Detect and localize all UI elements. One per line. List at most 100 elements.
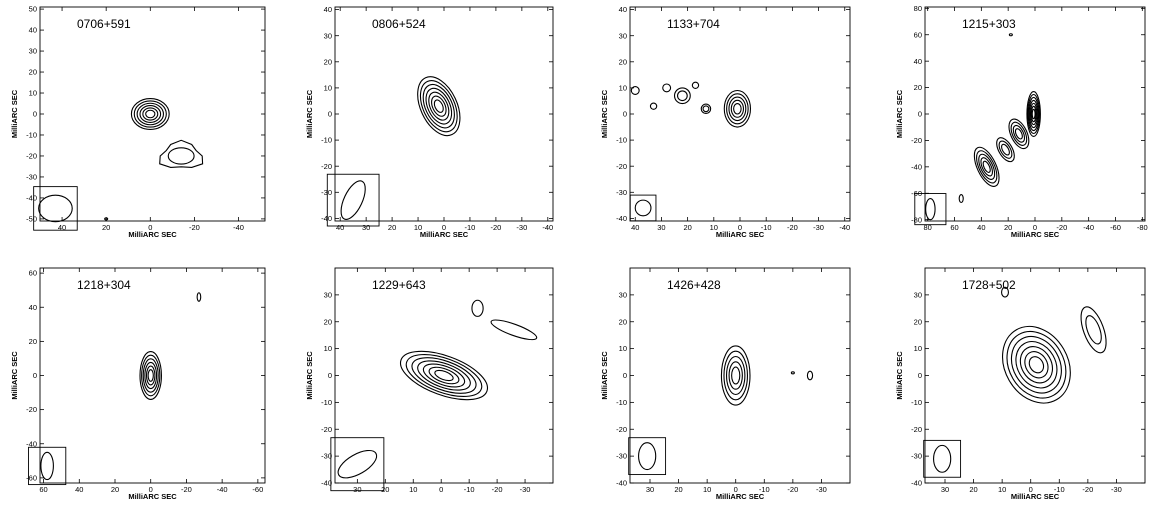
beam-box bbox=[330, 437, 385, 492]
contour-level bbox=[662, 83, 672, 93]
contour-level bbox=[1027, 93, 1041, 135]
contour-component bbox=[130, 98, 170, 130]
contour-level bbox=[417, 360, 471, 391]
y-tick-label: 0 bbox=[328, 110, 332, 119]
contour-level bbox=[702, 105, 710, 113]
contour-component bbox=[417, 76, 461, 137]
y-tick-label: -40 bbox=[26, 194, 37, 203]
x-tick-label: -20 bbox=[189, 223, 200, 232]
beam-ellipse bbox=[337, 449, 378, 479]
contour-level bbox=[471, 299, 484, 317]
y-axis-label: MilliARC SEC bbox=[895, 89, 904, 138]
y-tick-label: 40 bbox=[324, 5, 332, 14]
contour-level bbox=[1085, 315, 1102, 345]
contour-level bbox=[1019, 346, 1054, 384]
y-tick-label: -40 bbox=[911, 162, 922, 171]
contour-level bbox=[411, 357, 477, 394]
x-tick-label: 0 bbox=[439, 485, 443, 494]
y-axis-label: MilliARC SEC bbox=[305, 351, 314, 400]
x-tick-label: -80 bbox=[1137, 223, 1148, 232]
contour-component bbox=[673, 87, 691, 105]
y-tick-label: -20 bbox=[26, 405, 37, 414]
y-tick-label: 10 bbox=[619, 344, 627, 353]
contour-component bbox=[159, 139, 204, 168]
x-tick-label: -60 bbox=[252, 485, 263, 494]
contour-level bbox=[996, 137, 1015, 163]
source-name: 1133+704 bbox=[667, 17, 720, 31]
contour-component bbox=[1026, 90, 1041, 138]
contour-level bbox=[159, 139, 204, 168]
contour-component bbox=[630, 86, 640, 95]
contour-level bbox=[649, 102, 658, 110]
y-tick-label: -20 bbox=[616, 425, 627, 434]
beam-box bbox=[923, 439, 962, 478]
contour-level bbox=[1026, 90, 1041, 138]
x-tick-label: -20 bbox=[490, 223, 501, 232]
y-tick-label: 20 bbox=[324, 57, 332, 66]
contour-level bbox=[1024, 351, 1049, 379]
plot-frame bbox=[334, 6, 554, 222]
contour-level bbox=[145, 109, 156, 119]
y-tick-label: 0 bbox=[623, 110, 627, 119]
contour-level bbox=[433, 99, 444, 113]
x-tick-label: 0 bbox=[149, 485, 153, 494]
y-tick-label: 40 bbox=[619, 5, 627, 14]
panel-1229+643: 30 20 10 0 -10 -20 -30 30 20 10 0 -10 -20 -30 -40 Milli… bbox=[305, 267, 554, 494]
y-tick-label: 20 bbox=[914, 317, 922, 326]
x-tick-label: 40 bbox=[58, 223, 66, 232]
contour-level bbox=[1014, 128, 1023, 140]
x-tick-label: 40 bbox=[336, 223, 344, 232]
source-name: 0706+591 bbox=[77, 17, 131, 31]
contour-level bbox=[958, 194, 964, 204]
beam-ellipse bbox=[38, 194, 73, 223]
y-tick-label: 0 bbox=[918, 110, 922, 119]
contour-component bbox=[720, 345, 751, 406]
contour-component bbox=[471, 299, 484, 317]
contour-level bbox=[1010, 335, 1062, 394]
x-tick-label: 0 bbox=[1029, 485, 1033, 494]
x-tick-label: 10 bbox=[409, 485, 417, 494]
y-tick-label: -20 bbox=[321, 425, 332, 434]
y-tick-label: 30 bbox=[914, 290, 922, 299]
contour-speck bbox=[1008, 33, 1013, 37]
x-tick-label: 10 bbox=[414, 223, 422, 232]
contour-level bbox=[980, 157, 993, 177]
y-tick-label: -40 bbox=[321, 479, 332, 488]
contour-level bbox=[691, 81, 700, 89]
panel-1133+704: 40 30 20 10 0 -10 -20 -30 -40 40 30 20 10 0 -10 -20 -30 -… bbox=[600, 5, 851, 239]
x-tick-label: 0 bbox=[148, 223, 152, 232]
x-tick-label: -10 bbox=[465, 223, 476, 232]
x-axis-label: MilliARC SEC bbox=[1011, 230, 1060, 239]
x-tick-label: 10 bbox=[703, 485, 711, 494]
contour-level bbox=[136, 102, 165, 126]
panel-1426+428: 30 20 10 0 -10 -20 -30 30 20 10 0 -10 -20 -30 -40 Milli… bbox=[600, 267, 851, 501]
y-tick-label: 0 bbox=[918, 371, 922, 380]
y-tick-label: -20 bbox=[321, 162, 332, 171]
x-axis-label: MilliARC SEC bbox=[716, 492, 765, 501]
y-tick-label: 40 bbox=[29, 303, 37, 312]
x-tick-label: -20 bbox=[181, 485, 192, 494]
x-tick-label: -10 bbox=[759, 485, 770, 494]
y-tick-label: 60 bbox=[29, 269, 37, 278]
x-tick-label: 40 bbox=[631, 223, 639, 232]
x-tick-label: -10 bbox=[464, 485, 475, 494]
y-tick-label: 20 bbox=[29, 337, 37, 346]
contour-component bbox=[958, 194, 964, 204]
x-axis-label: MilliARC SEC bbox=[1011, 492, 1060, 501]
y-tick-label: -30 bbox=[616, 452, 627, 461]
x-tick-label: 60 bbox=[39, 485, 47, 494]
contour-level bbox=[728, 96, 747, 122]
y-tick-label: -10 bbox=[911, 398, 922, 407]
contour-level bbox=[142, 358, 159, 393]
contour-level bbox=[1002, 325, 1071, 404]
contour-level bbox=[417, 76, 461, 137]
x-axis-label: MilliARC SEC bbox=[420, 230, 469, 239]
y-tick-label: -40 bbox=[616, 214, 627, 223]
x-tick-label: -60 bbox=[1110, 223, 1121, 232]
y-tick-label: 10 bbox=[914, 344, 922, 353]
contour-component bbox=[399, 350, 489, 401]
contour-level bbox=[700, 103, 712, 115]
y-axis-label: MilliARC SEC bbox=[10, 351, 19, 400]
contour-level bbox=[720, 345, 751, 406]
beam-ellipse bbox=[634, 199, 652, 217]
